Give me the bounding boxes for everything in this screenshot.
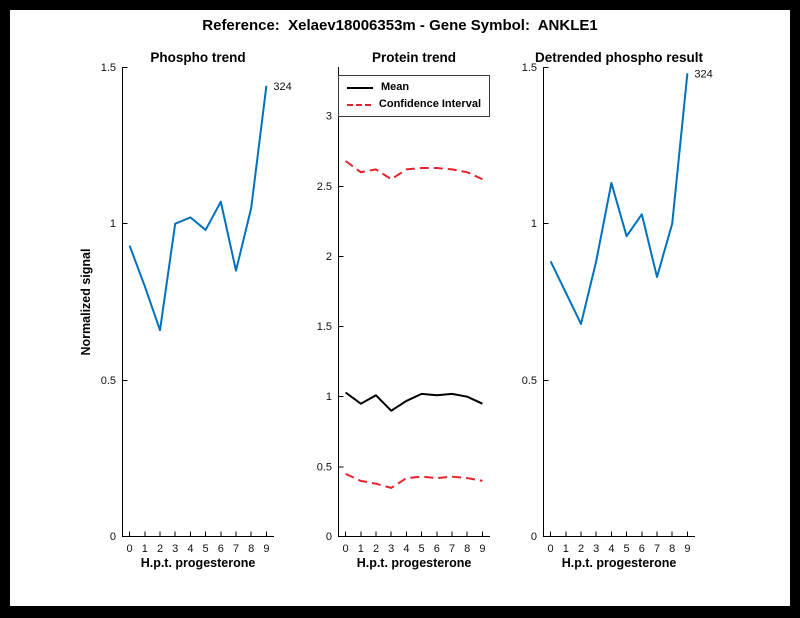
svg-text:3: 3 xyxy=(388,543,394,555)
svg-text:8: 8 xyxy=(248,543,254,555)
svg-text:6: 6 xyxy=(218,543,224,555)
svg-text:1.5: 1.5 xyxy=(522,62,537,74)
svg-text:1: 1 xyxy=(358,543,364,555)
svg-text:324: 324 xyxy=(694,68,712,80)
svg-text:4: 4 xyxy=(403,543,409,555)
svg-text:8: 8 xyxy=(464,543,470,555)
svg-text:2: 2 xyxy=(157,543,163,555)
legend-label: Confidence Interval xyxy=(378,98,481,110)
svg-text:1: 1 xyxy=(326,391,332,403)
svg-text:0: 0 xyxy=(548,543,554,555)
x-axis-label-plot2: H.p.t. progesterone xyxy=(356,556,472,570)
svg-text:3: 3 xyxy=(326,111,332,123)
svg-text:3: 3 xyxy=(593,543,599,555)
svg-text:5: 5 xyxy=(624,543,630,555)
dashed-line-icon xyxy=(347,103,371,106)
svg-text:0: 0 xyxy=(127,543,133,555)
svg-text:4: 4 xyxy=(608,543,614,555)
phospho-trend-plot: 0 0.5 1 1.5 0 1 2 3 4 5 6 7 8 9 324 xyxy=(101,62,292,555)
svg-text:9: 9 xyxy=(479,543,485,555)
svg-text:7: 7 xyxy=(654,543,660,555)
legend: Mean Confidence Interval xyxy=(338,75,490,117)
svg-text:8: 8 xyxy=(669,543,675,555)
svg-text:0: 0 xyxy=(343,543,349,555)
legend-entry: Confidence Interval xyxy=(347,99,481,110)
svg-text:2: 2 xyxy=(373,543,379,555)
x-axis-label-plot1: H.p.t. progesterone xyxy=(140,556,256,570)
svg-text:0: 0 xyxy=(326,531,332,543)
svg-text:2: 2 xyxy=(326,251,332,263)
solid-line-icon xyxy=(347,86,373,89)
svg-text:0.5: 0.5 xyxy=(317,461,332,473)
x-axis-label-plot3: H.p.t. progesterone xyxy=(561,556,677,570)
svg-text:7: 7 xyxy=(449,543,455,555)
svg-text:3: 3 xyxy=(172,543,178,555)
svg-text:7: 7 xyxy=(233,543,239,555)
svg-text:0: 0 xyxy=(110,531,116,543)
legend-entry: Mean xyxy=(347,82,481,93)
plot-title-protein-trend: Protein trend xyxy=(371,50,456,65)
svg-text:9: 9 xyxy=(263,543,269,555)
svg-text:324: 324 xyxy=(273,81,291,93)
figure-title: Reference: Xelaev18006353m - Gene Symbol… xyxy=(202,17,598,34)
svg-text:1: 1 xyxy=(563,543,569,555)
svg-text:5: 5 xyxy=(203,543,209,555)
plot-title-phospho-trend: Phospho trend xyxy=(150,50,246,65)
svg-text:1: 1 xyxy=(110,218,116,230)
plot-title-detrended-phospho: Detrended phospho result xyxy=(534,50,703,65)
svg-text:2.5: 2.5 xyxy=(317,181,332,193)
svg-text:2: 2 xyxy=(578,543,584,555)
svg-text:9: 9 xyxy=(684,543,690,555)
svg-text:5: 5 xyxy=(419,543,425,555)
svg-text:4: 4 xyxy=(187,543,193,555)
svg-text:0: 0 xyxy=(531,531,537,543)
svg-text:0.5: 0.5 xyxy=(101,375,116,387)
legend-label: Mean xyxy=(381,81,410,93)
svg-text:6: 6 xyxy=(434,543,440,555)
protein-trend-plot: 0 0.5 1 1.5 2 2.5 3 0 1 2 3 4 5 6 7 8 9 Mean Confidence In… xyxy=(317,67,490,555)
svg-text:1.5: 1.5 xyxy=(101,62,116,74)
svg-text:1.5: 1.5 xyxy=(317,321,332,333)
svg-text:1: 1 xyxy=(142,543,148,555)
svg-text:6: 6 xyxy=(639,543,645,555)
detrended-phospho-plot: 0 0.5 1 1.5 0 1 2 3 4 5 6 7 8 9 324 xyxy=(522,62,713,555)
svg-text:0.5: 0.5 xyxy=(522,375,537,387)
y-axis-label-normalized-signal: Normalized signal xyxy=(79,248,93,356)
svg-text:1: 1 xyxy=(531,218,537,230)
